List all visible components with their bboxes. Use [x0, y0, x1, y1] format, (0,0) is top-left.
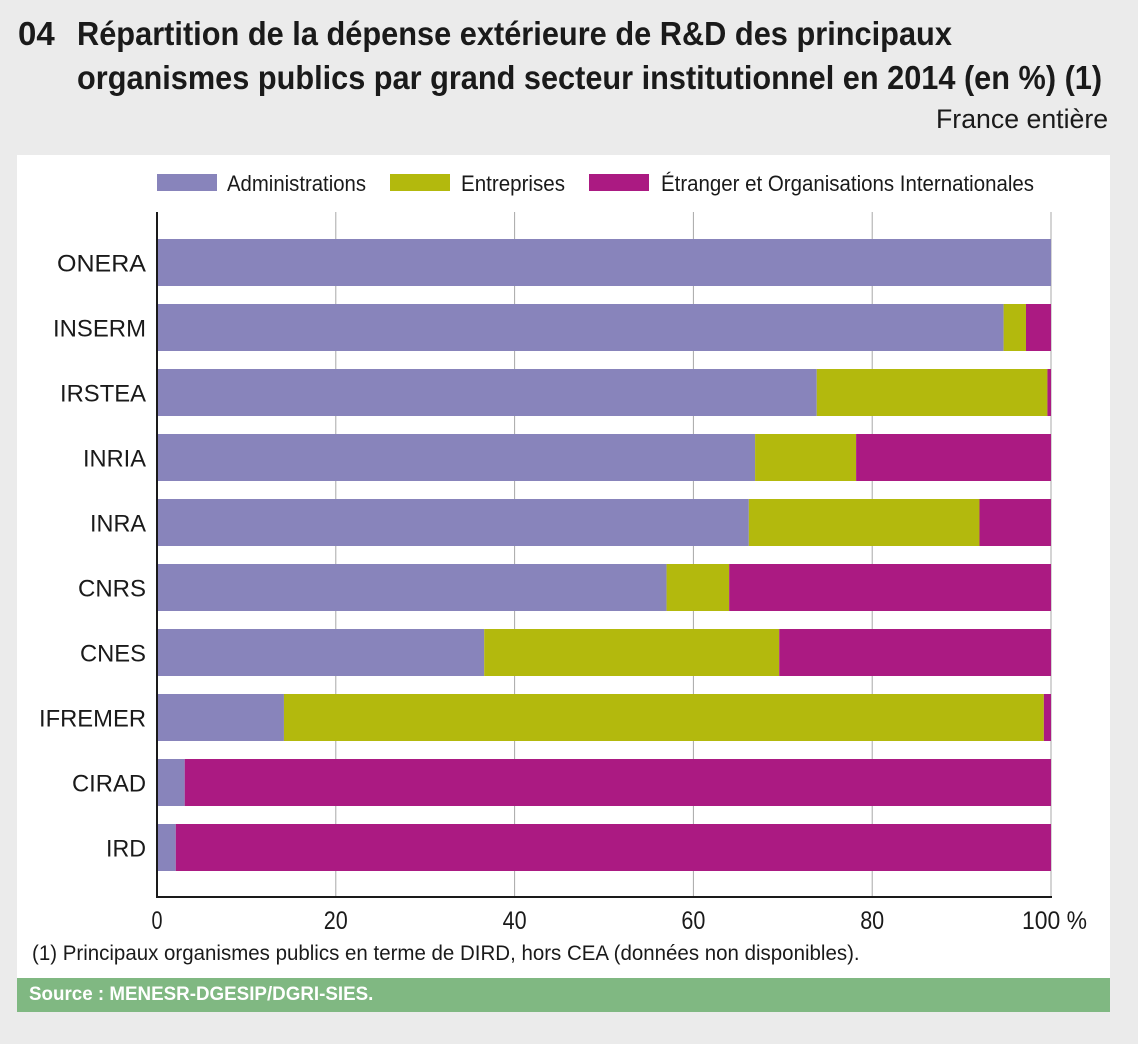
category-label: CIRAD [72, 771, 146, 798]
figure-number: 04 [18, 15, 55, 52]
bar-segment-cirad-0 [157, 759, 185, 806]
x-tick-label: 80 [860, 907, 884, 935]
category-label: IFREMER [39, 706, 146, 733]
category-label: IRD [106, 836, 146, 863]
bar-segment-irstea-0 [157, 369, 817, 416]
chart-subtitle: France entière [935, 104, 1108, 134]
chart-title-line-2: organismes publics par grand secteur ins… [77, 59, 1103, 96]
legend-swatch-1 [390, 174, 450, 191]
category-label: INRIA [83, 446, 146, 473]
x-tick-label: 100 % [1022, 907, 1087, 935]
bar-segment-ifremer-2 [1043, 694, 1051, 741]
x-tick-label: 0 [152, 907, 163, 935]
bar-segment-inra-0 [157, 499, 749, 546]
bar-segment-cnes-0 [157, 629, 485, 676]
bar-segment-ird-0 [157, 824, 176, 871]
chart-title-line-1: Répartition de la dépense extérieure de … [77, 15, 952, 52]
legend-label: Étranger et Organisations Internationale… [661, 171, 1034, 196]
legend-swatch-2 [589, 174, 649, 191]
bar-segment-cirad-2 [184, 759, 1052, 806]
bar-segment-cnes-2 [779, 629, 1051, 676]
bar-segment-cnrs-0 [157, 564, 667, 611]
footnote: (1) Principaux organismes publics en ter… [32, 942, 860, 965]
bar-segment-irstea-1 [816, 369, 1048, 416]
bar-segment-cnrs-2 [729, 564, 1051, 611]
x-tick-label: 40 [503, 907, 527, 935]
bar-segment-cnes-1 [484, 629, 780, 676]
bar-segment-onera-0 [157, 239, 1051, 286]
category-label: INRA [90, 511, 146, 538]
legend-label: Administrations [227, 171, 366, 196]
x-tick-label: 20 [324, 907, 348, 935]
source-bar [17, 978, 1110, 1012]
bar-segment-inserm-0 [157, 304, 1004, 351]
bar-segment-ird-2 [175, 824, 1052, 871]
bar-segment-ifremer-1 [283, 694, 1044, 741]
bar-segment-inria-1 [755, 434, 857, 481]
legend-swatch-0 [157, 174, 217, 191]
bar-segment-ifremer-0 [157, 694, 284, 741]
bar-segment-inria-2 [856, 434, 1051, 481]
category-label: CNES [80, 641, 146, 668]
bar-segment-inra-1 [748, 499, 980, 546]
bar-segment-inria-0 [157, 434, 756, 481]
bar-segment-cnrs-1 [666, 564, 730, 611]
legend-label: Entreprises [461, 171, 565, 196]
x-tick-label: 60 [681, 907, 705, 935]
bar-segment-inra-2 [979, 499, 1051, 546]
source-text: Source : MENESR-DGESIP/DGRI-SIES. [29, 984, 374, 1005]
bar-segment-inserm-2 [1025, 304, 1051, 351]
category-label: ONERA [57, 251, 146, 278]
category-label: CNRS [78, 576, 146, 603]
category-label: IRSTEA [60, 381, 146, 408]
bar-segment-irstea-2 [1047, 369, 1051, 416]
bar-segment-inserm-1 [1003, 304, 1026, 351]
category-label: INSERM [53, 316, 146, 343]
